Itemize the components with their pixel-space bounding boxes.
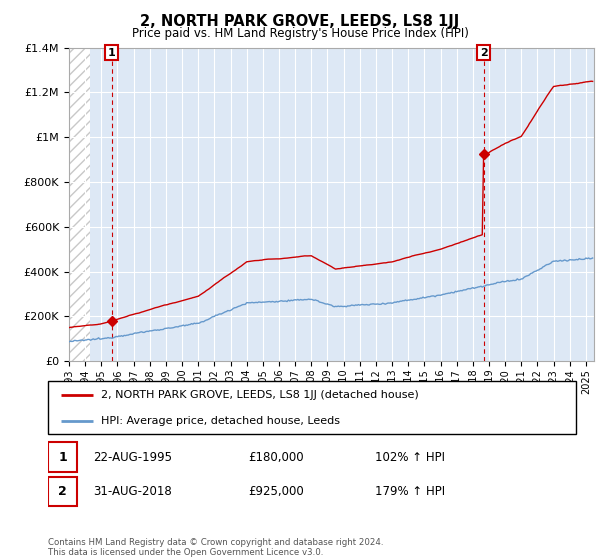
Text: 1: 1 bbox=[108, 48, 116, 58]
Text: 2: 2 bbox=[58, 485, 67, 498]
FancyBboxPatch shape bbox=[48, 442, 77, 472]
Text: 1: 1 bbox=[58, 451, 67, 464]
Text: 2: 2 bbox=[479, 48, 487, 58]
Text: Price paid vs. HM Land Registry's House Price Index (HPI): Price paid vs. HM Land Registry's House … bbox=[131, 27, 469, 40]
FancyBboxPatch shape bbox=[48, 477, 77, 506]
Text: 2, NORTH PARK GROVE, LEEDS, LS8 1JJ (detached house): 2, NORTH PARK GROVE, LEEDS, LS8 1JJ (det… bbox=[101, 390, 419, 400]
Bar bbox=[69, 48, 90, 361]
Text: Contains HM Land Registry data © Crown copyright and database right 2024.
This d: Contains HM Land Registry data © Crown c… bbox=[48, 538, 383, 557]
Text: 31-AUG-2018: 31-AUG-2018 bbox=[93, 485, 172, 498]
Text: 22-AUG-1995: 22-AUG-1995 bbox=[93, 451, 172, 464]
Text: 102% ↑ HPI: 102% ↑ HPI bbox=[376, 451, 445, 464]
Text: HPI: Average price, detached house, Leeds: HPI: Average price, detached house, Leed… bbox=[101, 416, 340, 426]
Text: 2, NORTH PARK GROVE, LEEDS, LS8 1JJ: 2, NORTH PARK GROVE, LEEDS, LS8 1JJ bbox=[140, 14, 460, 29]
Text: £180,000: £180,000 bbox=[248, 451, 304, 464]
Text: 179% ↑ HPI: 179% ↑ HPI bbox=[376, 485, 445, 498]
Text: £925,000: £925,000 bbox=[248, 485, 304, 498]
FancyBboxPatch shape bbox=[48, 381, 576, 434]
